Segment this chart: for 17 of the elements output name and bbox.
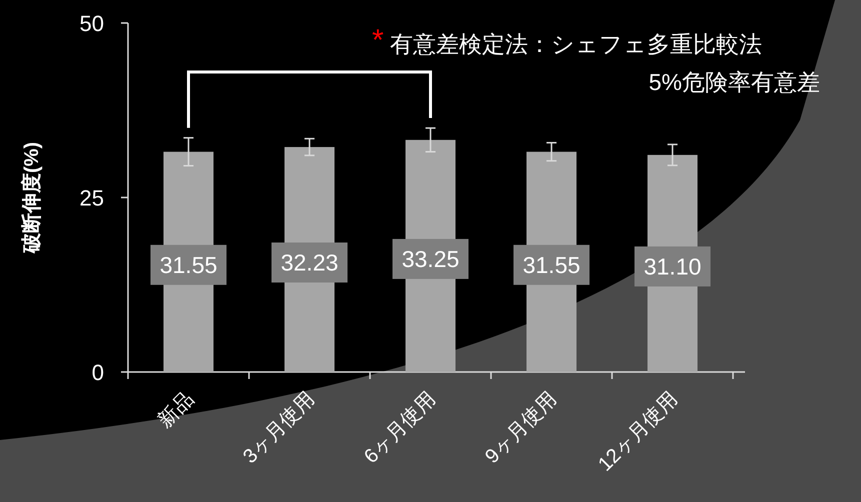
x-tick-label: 新品 (154, 388, 198, 432)
annotation: * (372, 24, 384, 57)
y-axis-title: 破断伸度(%) (20, 142, 43, 254)
y-tick-label: 25 (80, 186, 104, 210)
annotation: 有意差検定法：シェフェ多重比較法 (390, 31, 762, 57)
data-label: 31.10 (644, 253, 702, 280)
x-tick-label: 9ヶ月使用 (481, 388, 562, 468)
y-tick-label: 0 (92, 360, 104, 385)
y-tick-label: 50 (80, 11, 104, 36)
x-tick-label: 3ヶ月使用 (239, 388, 320, 468)
annotation: 5%危険率有意差 (648, 69, 820, 95)
x-tick-label: 6ヶ月使用 (360, 388, 440, 468)
data-label: 31.55 (522, 252, 580, 278)
data-label: 33.25 (402, 246, 460, 272)
data-label: 31.55 (160, 252, 218, 278)
data-label: 32.23 (280, 250, 338, 276)
x-tick-label: 12ヶ月使用 (594, 388, 682, 476)
